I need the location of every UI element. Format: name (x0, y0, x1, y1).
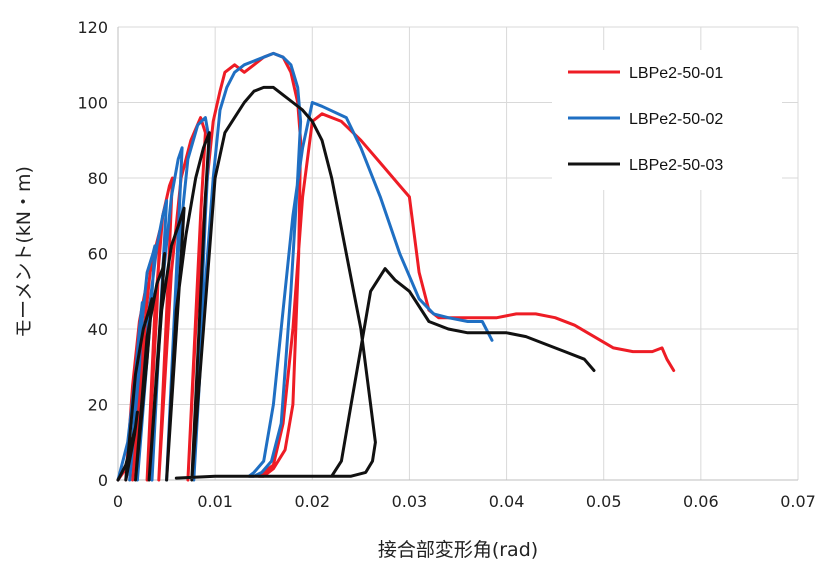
y-tick-label: 40 (88, 320, 108, 339)
y-tick-label: 20 (88, 396, 108, 415)
x-tick-label: 0 (113, 492, 123, 511)
x-tick-label: 0.06 (683, 492, 719, 511)
series-line-2 (116, 51, 494, 482)
y-tick-label: 120 (77, 18, 108, 37)
y-tick-label: 100 (77, 94, 108, 113)
x-tick-label: 0.03 (392, 492, 428, 511)
series-line-3 (116, 85, 596, 482)
y-tick-labels: 0 20 40 60 80 100 120 (77, 18, 108, 490)
x-axis-label: 接合部変形角(rad) (378, 539, 538, 561)
x-tick-label: 0.01 (197, 492, 233, 511)
legend-label-1: LBPe2-50-01 (629, 65, 723, 82)
legend: LBPe2-50-01 LBPe2-50-02 LBPe2-50-03 (552, 50, 782, 190)
x-tick-label: 0.07 (780, 492, 816, 511)
x-tick-labels: 0 0.01 0.02 0.03 0.04 0.05 0.06 0.07 (113, 492, 816, 511)
x-tick-label: 0.04 (489, 492, 525, 511)
legend-label-3: LBPe2-50-03 (629, 157, 723, 174)
series-layer (116, 51, 676, 482)
y-tick-label: 80 (88, 169, 108, 188)
y-tick-label: 0 (98, 471, 108, 490)
legend-label-2: LBPe2-50-02 (629, 111, 723, 128)
x-tick-label: 0.02 (294, 492, 330, 511)
x-tick-label: 0.05 (586, 492, 622, 511)
y-axis-label: モーメント(kN・m) (13, 166, 35, 338)
plot-frame (117, 27, 798, 481)
y-tick-label: 60 (88, 245, 108, 264)
